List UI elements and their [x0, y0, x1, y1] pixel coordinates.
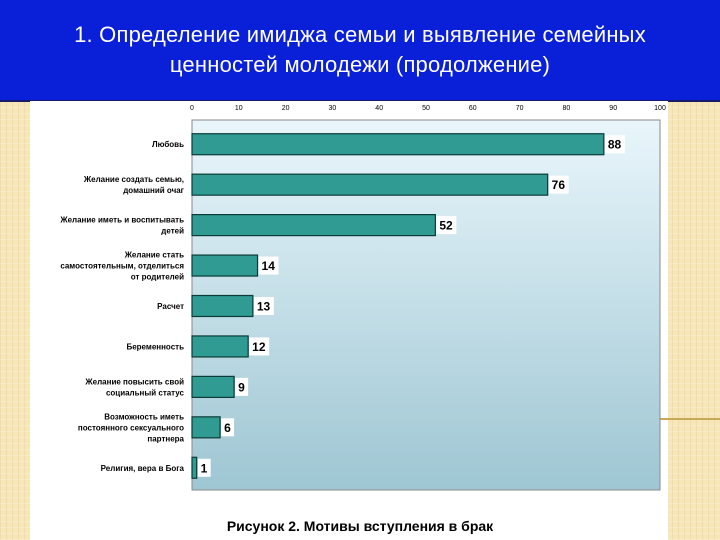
x-tick-label: 50	[422, 105, 430, 112]
bar	[191, 173, 549, 196]
category-label: Расчет	[157, 302, 184, 311]
slide-title-line-1: 1. Определение имиджа семьи и выявление …	[0, 20, 720, 50]
x-tick-label: 0	[190, 105, 194, 112]
data-label-box	[253, 297, 274, 315]
bar	[191, 133, 605, 156]
decorative-rule	[660, 418, 720, 420]
bar	[191, 214, 436, 237]
x-tick-label: 90	[609, 105, 617, 112]
data-label: 14	[262, 259, 276, 273]
x-tick-label: 10	[235, 105, 243, 112]
data-label: 12	[252, 340, 266, 354]
x-tick-label: 30	[329, 105, 337, 112]
slide-header: 1. Определение имиджа семьи и выявление …	[0, 0, 720, 102]
title-number: 1.	[74, 22, 93, 47]
bar	[191, 335, 249, 358]
category-label: Желание иметь и воспитывать	[59, 216, 184, 225]
category-label: Возможность иметь	[104, 412, 184, 421]
data-label: 88	[608, 138, 622, 152]
data-label-box	[235, 377, 249, 396]
data-label-box	[548, 175, 569, 194]
x-tick-label: 70	[516, 105, 524, 112]
category-label: Религия, вера в Бога	[101, 464, 185, 473]
slide-title-line-2: ценностей молодежи (продолжение)	[169, 52, 551, 77]
figure-caption: Рисунок 2. Мотивы вступления в брак	[226, 518, 494, 534]
category-label: Желание стать	[124, 251, 184, 260]
data-label: 52	[439, 219, 453, 233]
category-label: Беременность	[126, 342, 184, 351]
x-tick-label: 100	[654, 105, 666, 112]
data-label-box	[436, 216, 457, 235]
category-label: социальный статус	[106, 388, 185, 397]
data-label: 13	[257, 300, 271, 314]
category-label: самостоятельным, отделиться	[60, 262, 184, 271]
category-label: Желание повысить свой	[84, 377, 184, 386]
category-label: от родителей	[131, 273, 184, 282]
data-label-box	[604, 135, 625, 154]
x-tick-label: 20	[282, 105, 290, 112]
data-label: 76	[552, 178, 566, 192]
bar	[191, 416, 221, 439]
category-label: домашний очаг	[123, 186, 184, 195]
data-label: 6	[224, 421, 231, 435]
title-text-1: Определение имиджа семьи и выявление сем…	[99, 22, 646, 47]
x-tick-label: 80	[563, 105, 571, 112]
data-label: 9	[238, 380, 245, 394]
category-label: Желание создать семью,	[83, 175, 184, 184]
bar	[191, 456, 198, 479]
bar	[191, 375, 235, 398]
category-label: постоянного сексуального	[78, 423, 184, 432]
bar	[191, 294, 254, 318]
data-label-box	[221, 418, 235, 437]
category-label: партнера	[147, 434, 184, 443]
data-label-box	[258, 256, 279, 275]
bar	[191, 254, 259, 277]
data-label-box	[249, 337, 270, 356]
x-tick-label: 40	[375, 105, 383, 112]
data-label: 1	[201, 461, 208, 475]
x-tick-label: 60	[469, 105, 477, 112]
data-label-box	[197, 458, 211, 477]
category-label: детей	[161, 227, 184, 236]
category-label: Любовь	[152, 140, 184, 149]
